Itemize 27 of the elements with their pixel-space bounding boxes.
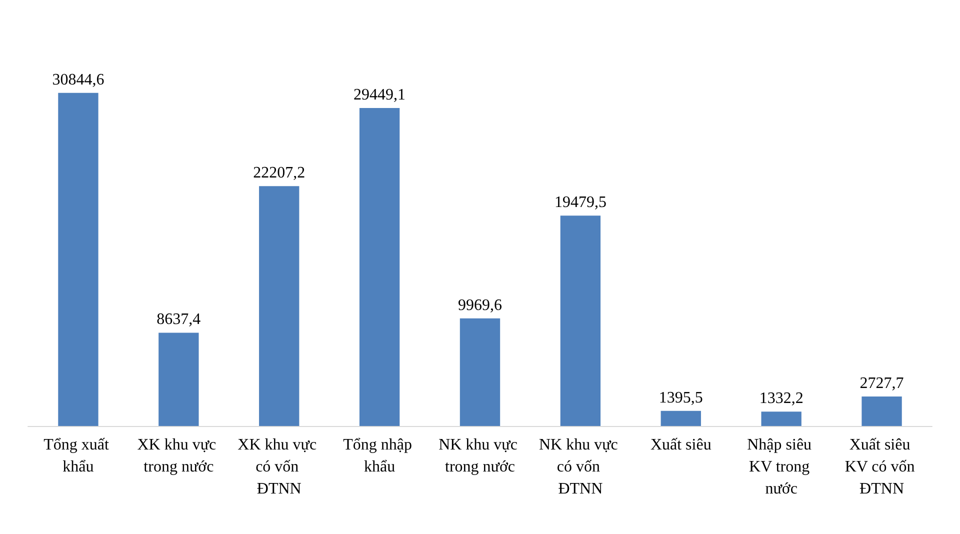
bar bbox=[359, 108, 400, 426]
data-label: 29449,1 bbox=[354, 86, 406, 104]
data-label: 1395,5 bbox=[658, 389, 703, 406]
bar bbox=[460, 318, 500, 426]
data-label: 8637,4 bbox=[156, 311, 201, 328]
x-tick-label: NK khu vực có vốn ĐTNN bbox=[539, 436, 622, 498]
x-tick-label: Tổng xuất khẩu bbox=[44, 436, 113, 476]
bar bbox=[761, 412, 802, 426]
bar bbox=[158, 332, 199, 426]
x-tick-label: XK khu vực có vốn ĐTNN bbox=[238, 436, 321, 498]
data-label: 1332,2 bbox=[759, 390, 804, 408]
bar bbox=[58, 92, 98, 426]
x-tick-label: Xuất siêu KV có vốn ĐTNN bbox=[844, 436, 919, 498]
x-tick-label: NK khu vực trong nước bbox=[438, 436, 522, 476]
data-label: 30844,6 bbox=[52, 71, 104, 88]
bar bbox=[560, 216, 601, 426]
bar bbox=[259, 186, 300, 426]
x-tick-label: XK khu vực trong nước bbox=[137, 436, 220, 476]
bar bbox=[862, 396, 902, 426]
data-label: 22207,2 bbox=[253, 164, 306, 182]
x-tick-label: Tổng nhập khẩu bbox=[343, 436, 416, 476]
data-label: 9969,6 bbox=[458, 296, 502, 314]
x-tick-label: Xuất siêu bbox=[650, 436, 712, 454]
data-label: 2727,7 bbox=[860, 375, 904, 392]
x-tick-label: Nhập siêu KV trong nước bbox=[747, 436, 816, 498]
bar bbox=[660, 410, 701, 426]
data-label: 19479,5 bbox=[554, 194, 606, 212]
